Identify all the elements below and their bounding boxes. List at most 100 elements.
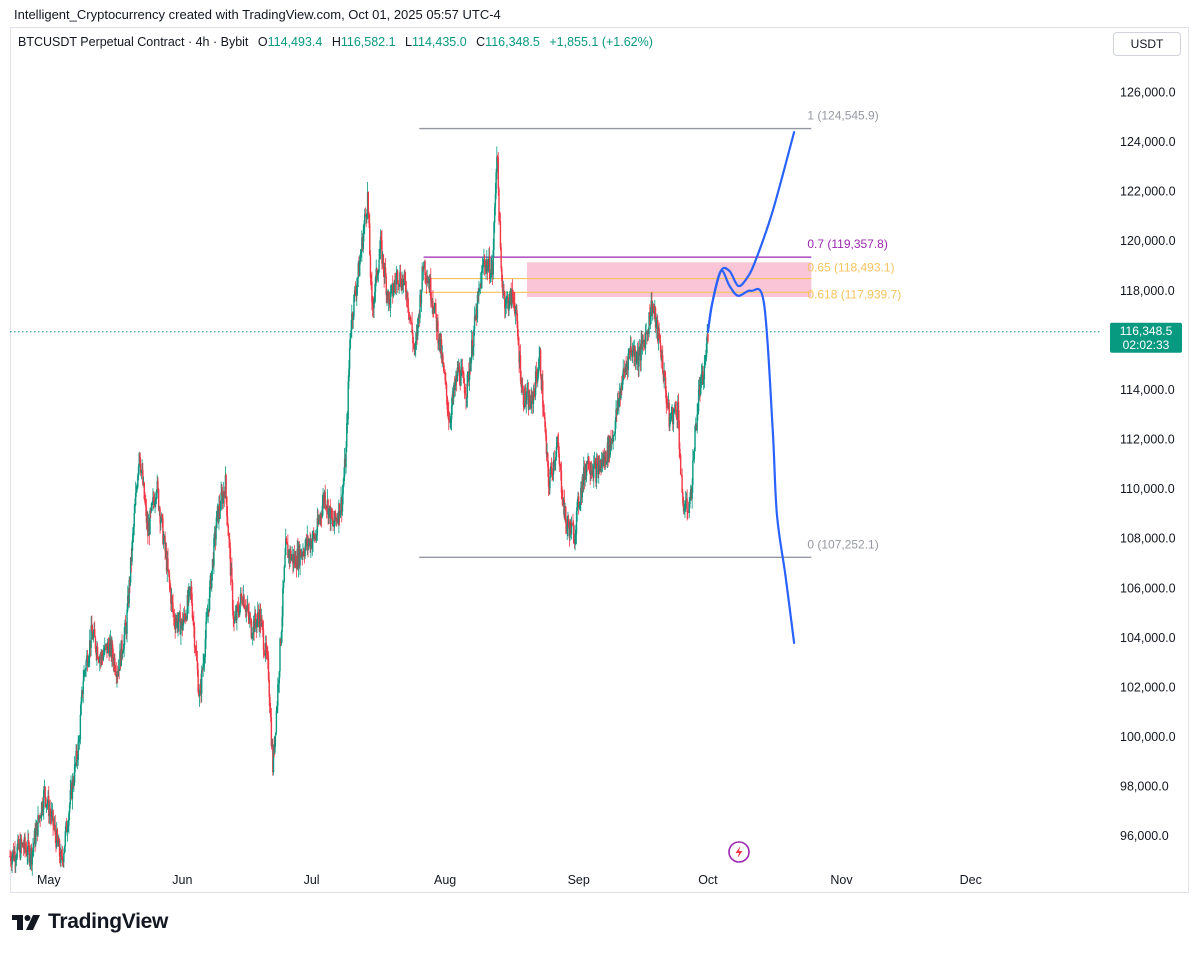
candle-body bbox=[539, 349, 542, 377]
y-tick-label: 122,000.0 bbox=[1120, 185, 1176, 199]
candle bbox=[387, 289, 390, 312]
candle-body bbox=[207, 609, 209, 616]
candle bbox=[588, 460, 591, 474]
candle-body bbox=[51, 810, 54, 813]
candle bbox=[490, 257, 492, 283]
candle bbox=[448, 402, 450, 431]
candle-body bbox=[676, 417, 678, 419]
candle bbox=[377, 269, 380, 283]
candle bbox=[591, 463, 594, 477]
candle-body bbox=[618, 392, 621, 400]
candle bbox=[131, 539, 133, 566]
candle-body bbox=[113, 657, 115, 666]
y-tick-label: 98,000.0 bbox=[1120, 780, 1169, 794]
candle-body bbox=[267, 658, 270, 680]
candle bbox=[358, 254, 361, 277]
currency-button[interactable]: USDT bbox=[1113, 32, 1181, 56]
candle bbox=[466, 371, 469, 408]
candle-body bbox=[203, 657, 206, 663]
candle-body bbox=[546, 453, 548, 455]
candle-body bbox=[409, 317, 412, 322]
candle-body bbox=[147, 521, 149, 537]
candle bbox=[370, 274, 372, 291]
candle bbox=[588, 455, 590, 471]
candle-body bbox=[420, 294, 422, 304]
candle-body bbox=[305, 538, 308, 547]
candle-body bbox=[478, 288, 481, 290]
candle-body bbox=[188, 588, 190, 603]
candle bbox=[53, 817, 55, 831]
candle-body bbox=[667, 402, 670, 408]
fib-label: 0.7 (119,357.8) bbox=[807, 237, 888, 251]
candle-body bbox=[331, 517, 334, 520]
candle-body bbox=[142, 469, 144, 485]
candle-body bbox=[154, 500, 156, 506]
candle-body bbox=[178, 612, 180, 623]
candle-body bbox=[438, 333, 441, 344]
candle-body bbox=[49, 810, 51, 815]
candle-body bbox=[270, 717, 273, 747]
candle bbox=[646, 330, 648, 345]
candle bbox=[658, 322, 660, 340]
candle-body bbox=[413, 344, 415, 349]
candle bbox=[177, 611, 179, 637]
candle-body bbox=[527, 390, 530, 410]
candle bbox=[463, 370, 465, 384]
candle bbox=[674, 400, 677, 416]
flash-icon[interactable] bbox=[728, 841, 750, 863]
candle bbox=[482, 259, 484, 275]
candle-body bbox=[164, 536, 166, 551]
candle bbox=[289, 545, 291, 568]
candle bbox=[188, 586, 191, 597]
candle-body bbox=[420, 289, 423, 304]
candle bbox=[618, 383, 621, 408]
candle bbox=[401, 271, 403, 295]
candle-body bbox=[666, 403, 668, 405]
candle bbox=[673, 408, 675, 415]
candle-body bbox=[423, 261, 426, 268]
candle bbox=[654, 306, 657, 333]
candle-body bbox=[440, 339, 443, 360]
candle-body bbox=[432, 307, 435, 314]
candle-body bbox=[87, 662, 89, 667]
candle bbox=[425, 272, 427, 285]
candle bbox=[354, 281, 357, 297]
candle-body bbox=[495, 172, 497, 194]
candle-body bbox=[193, 621, 195, 627]
candle-body bbox=[202, 663, 204, 671]
candle-body bbox=[634, 349, 636, 357]
candle bbox=[173, 610, 175, 626]
candle-body bbox=[94, 629, 96, 638]
candle-body bbox=[322, 496, 324, 506]
candle-body bbox=[284, 555, 286, 567]
candle-body bbox=[238, 612, 240, 615]
candle-body bbox=[459, 381, 461, 386]
candle bbox=[225, 473, 227, 504]
candle bbox=[166, 551, 168, 583]
candle-body bbox=[512, 297, 515, 298]
candle-body bbox=[114, 657, 116, 671]
candle-body bbox=[380, 236, 382, 241]
candle bbox=[517, 328, 520, 346]
candle bbox=[347, 375, 349, 425]
candle bbox=[290, 553, 293, 561]
candle-body bbox=[203, 662, 205, 664]
candle-body bbox=[43, 786, 46, 790]
candle-body bbox=[569, 521, 571, 538]
symbol-title[interactable]: BTCUSDT Perpetual Contract · 4h · Bybit bbox=[18, 35, 249, 49]
candle-body bbox=[297, 549, 299, 567]
candle-body bbox=[333, 511, 336, 526]
candle-body bbox=[392, 290, 395, 296]
candle-body bbox=[356, 278, 359, 286]
candle bbox=[638, 346, 640, 377]
candle-body bbox=[460, 369, 462, 386]
candle bbox=[312, 530, 314, 553]
candle-body bbox=[16, 846, 18, 859]
candle bbox=[365, 214, 367, 228]
candle-body bbox=[585, 471, 587, 476]
candle-body bbox=[259, 608, 261, 628]
candle bbox=[341, 484, 344, 516]
candle-body bbox=[288, 550, 291, 559]
candle bbox=[679, 453, 682, 475]
